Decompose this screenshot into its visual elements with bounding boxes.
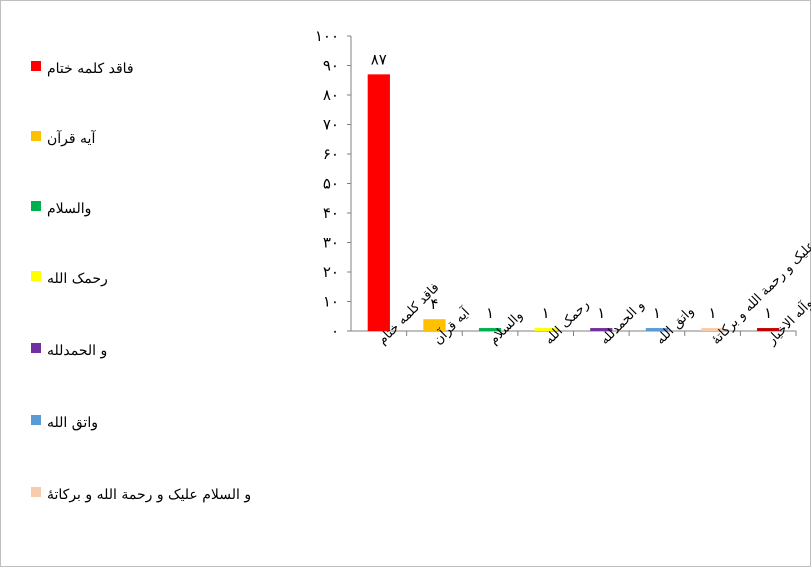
data-label: ۱ — [486, 304, 494, 322]
bar — [423, 319, 446, 331]
data-label: ۱ — [653, 304, 661, 322]
y-tick-label: ۲۰ — [323, 263, 339, 281]
legend-swatch — [31, 131, 41, 141]
legend-swatch — [31, 61, 41, 71]
bar — [645, 328, 669, 331]
y-tick-label: ۶۰ — [323, 145, 339, 163]
y-tick-label: ۱۰ — [323, 293, 339, 311]
bar — [701, 328, 724, 331]
legend-label: آیه قرآن — [47, 131, 96, 147]
bar — [590, 328, 613, 331]
chart-legend: فاقد کلمه ختام آیه قرآن والسلام رحمک الله و … — [1, 1, 301, 566]
y-tick-label: ۳۰ — [323, 234, 339, 252]
y-tick-label: ۸۰ — [323, 86, 339, 104]
y-tick-label: ۵۰ — [323, 175, 339, 193]
legend-label: فاقد کلمه ختام — [47, 61, 134, 77]
y-tick-label: ۰ — [331, 322, 339, 340]
y-tick-label: ۹۰ — [323, 57, 339, 75]
legend-swatch — [31, 415, 41, 425]
legend-swatch — [31, 343, 41, 353]
y-tick-label: ۴۰ — [323, 204, 339, 222]
legend-label: رحمک الله — [47, 271, 108, 287]
legend-label: و السلام علیک و رحمة الله و برکاتهٔ — [47, 487, 252, 503]
data-label: ۱ — [542, 304, 550, 322]
bar — [478, 328, 502, 331]
data-label: ۸۷ — [371, 50, 387, 68]
bar — [534, 328, 557, 331]
data-label: ۱ — [597, 304, 605, 322]
bar — [757, 328, 780, 331]
legend-swatch — [31, 487, 41, 497]
data-label: ۱ — [764, 304, 772, 322]
y-tick-label: ۱۰۰ — [315, 27, 339, 45]
legend-label: والسلام — [47, 201, 92, 217]
bar — [367, 74, 390, 331]
y-tick-label: ۷۰ — [323, 116, 339, 134]
legend-label: واتق الله — [47, 415, 98, 431]
legend-swatch — [31, 201, 41, 211]
legend-label: و الحمدلله — [47, 343, 108, 359]
data-label: ۱ — [709, 304, 717, 322]
legend-swatch — [31, 271, 41, 281]
data-label: ۴ — [430, 295, 438, 313]
